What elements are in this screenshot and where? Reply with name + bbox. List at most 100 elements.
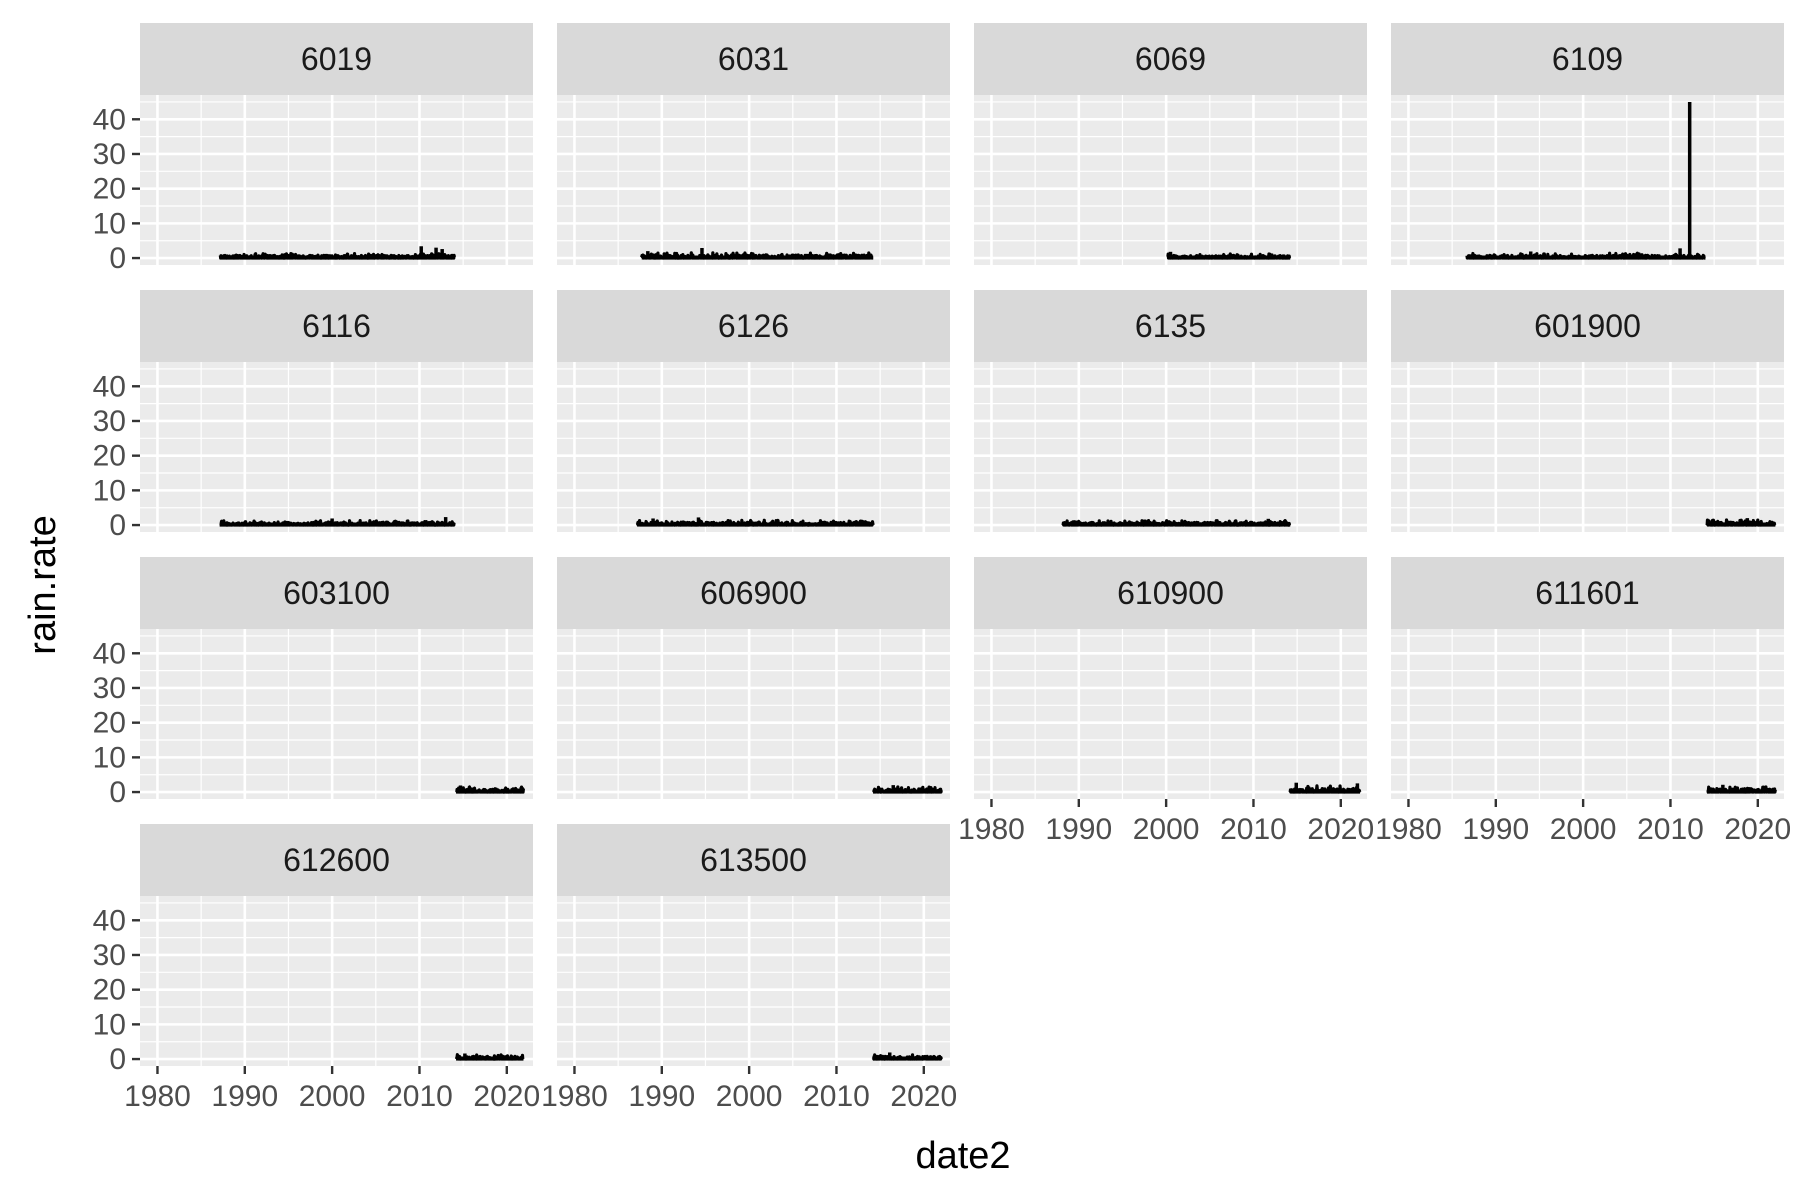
y-tick-label: 40 — [93, 103, 126, 136]
y-tick-label: 10 — [93, 1008, 126, 1041]
x-tick-label: 1990 — [1462, 813, 1529, 846]
panel-background — [557, 629, 950, 799]
facet-strip-label: 6019 — [301, 41, 372, 77]
y-axis-title: rain.rate — [22, 515, 64, 654]
panel-background — [557, 95, 950, 265]
facet-strip — [974, 290, 1367, 362]
facet-panel: 610900 1980 1990 2000 2010 2020 — [958, 557, 1374, 846]
panel-background — [557, 362, 950, 532]
x-tick-label: 2010 — [1637, 813, 1704, 846]
facet-strip — [1391, 290, 1784, 362]
facet-strip — [974, 557, 1367, 629]
facet-panel: 6069 — [974, 23, 1367, 265]
x-tick-label: 2000 — [299, 1080, 366, 1113]
y-tick-label: 30 — [93, 939, 126, 972]
panel-background — [1391, 95, 1784, 265]
x-tick-label: 1980 — [1375, 813, 1442, 846]
facet-panel: 613500 1980 1990 2000 2010 2020 — [541, 824, 957, 1113]
y-tick-label: 20 — [93, 974, 126, 1007]
facet-strip-label: 6126 — [718, 308, 789, 344]
x-tick-label: 2020 — [1307, 813, 1374, 846]
y-tick-label: 20 — [93, 440, 126, 473]
facet-strip — [140, 23, 533, 95]
facet-strip-label: 601900 — [1534, 308, 1641, 344]
facet-strip-label: 6135 — [1135, 308, 1206, 344]
y-tick-label: 20 — [93, 173, 126, 206]
facet-panel: 6126 — [557, 290, 950, 532]
y-tick-label: 0 — [109, 776, 126, 809]
y-tick-label: 40 — [93, 904, 126, 937]
y-tick-label: 10 — [93, 207, 126, 240]
panel-background — [140, 95, 533, 265]
facet-panel: 6031 — [557, 23, 950, 265]
panel-background — [557, 896, 950, 1066]
x-tick-label: 1990 — [628, 1080, 695, 1113]
panel-background — [974, 95, 1367, 265]
y-tick-label: 0 — [109, 242, 126, 275]
x-tick-label: 1980 — [958, 813, 1025, 846]
y-tick-label: 10 — [93, 474, 126, 507]
y-tick-label: 30 — [93, 138, 126, 171]
facet-strip-label: 613500 — [700, 842, 807, 878]
x-tick-label: 2020 — [1724, 813, 1791, 846]
x-tick-label: 2010 — [803, 1080, 870, 1113]
facet-panel: 611601 1980 1990 2000 2010 2020 — [1375, 557, 1791, 846]
panel-background — [140, 629, 533, 799]
x-tick-label: 2010 — [386, 1080, 453, 1113]
facet-strip-label: 6069 — [1135, 41, 1206, 77]
y-tick-label: 30 — [93, 672, 126, 705]
facet-panel: 601900 — [1391, 290, 1784, 532]
facet-strip-label: 606900 — [700, 575, 807, 611]
y-tick-label: 40 — [93, 370, 126, 403]
facet-strip — [974, 23, 1367, 95]
facet-strip — [140, 557, 533, 629]
facet-strip-label: 6116 — [302, 308, 371, 344]
facet-strip — [1391, 23, 1784, 95]
x-tick-label: 1990 — [211, 1080, 278, 1113]
facet-strip — [140, 824, 533, 896]
x-tick-label: 2000 — [716, 1080, 783, 1113]
facet-strip — [1391, 557, 1784, 629]
y-tick-label: 10 — [93, 741, 126, 774]
x-tick-label: 2000 — [1550, 813, 1617, 846]
x-tick-label: 2020 — [890, 1080, 957, 1113]
facet-panel: 6109 — [1391, 23, 1784, 265]
x-tick-label: 2010 — [1220, 813, 1287, 846]
panel-background — [974, 362, 1367, 532]
facet-strip — [557, 557, 950, 629]
y-tick-label: 40 — [93, 637, 126, 670]
x-axis-title: date2 — [915, 1135, 1010, 1177]
y-tick-label: 30 — [93, 405, 126, 438]
facet-strip — [140, 290, 533, 362]
y-tick-label: 0 — [109, 1043, 126, 1076]
x-tick-label: 2020 — [473, 1080, 540, 1113]
facet-strip-label: 611601 — [1535, 575, 1639, 611]
facet-panel: 6135 — [974, 290, 1367, 532]
y-tick-label: 20 — [93, 707, 126, 740]
panel-background — [974, 629, 1367, 799]
y-tick-label: 0 — [109, 509, 126, 542]
facet-strip — [557, 23, 950, 95]
facet-panel: 606900 — [557, 557, 950, 799]
x-tick-label: 2000 — [1133, 813, 1200, 846]
facet-strip-label: 6031 — [718, 41, 789, 77]
facet-strip-label: 6109 — [1552, 41, 1623, 77]
x-tick-label: 1980 — [124, 1080, 191, 1113]
facet-strip-label: 603100 — [283, 575, 390, 611]
panel-background — [1391, 629, 1784, 799]
panel-background — [140, 896, 533, 1066]
facet-strip — [557, 824, 950, 896]
panel-background — [1391, 362, 1784, 532]
panel-background — [140, 362, 533, 532]
facet-strip — [557, 290, 950, 362]
facet-strip-label: 612600 — [283, 842, 390, 878]
x-tick-label: 1980 — [541, 1080, 608, 1113]
x-tick-label: 1990 — [1045, 813, 1112, 846]
facet-strip-label: 610900 — [1117, 575, 1224, 611]
